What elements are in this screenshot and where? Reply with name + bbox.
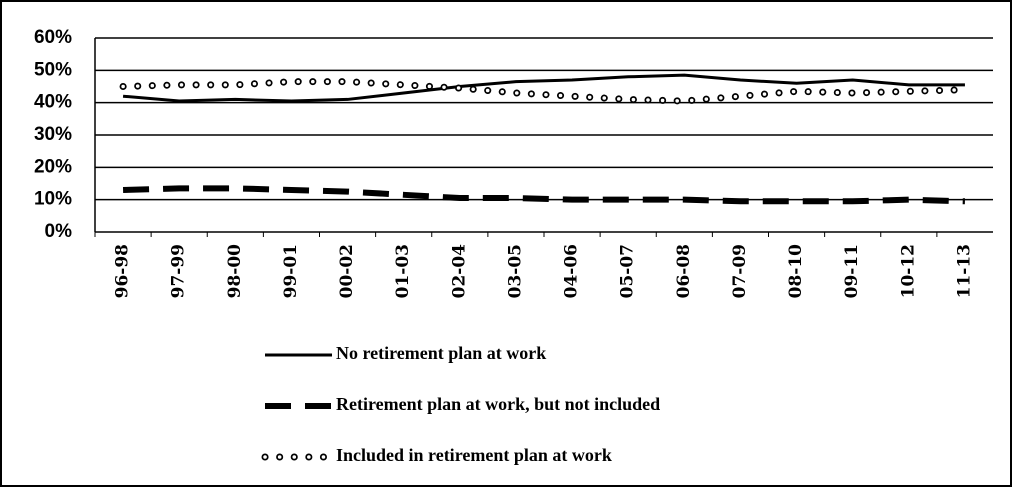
legend-label: Retirement plan at work, but not include…	[336, 394, 660, 414]
x-tick-label: 06-08	[674, 244, 694, 298]
x-tick-label: 01-03	[393, 244, 413, 298]
x-tick-label: 10-12	[898, 244, 918, 298]
line	[122, 185, 966, 205]
x-tick-label: 11-13	[954, 244, 974, 298]
y-tick-label: 60%	[34, 27, 72, 48]
y-tick-label: 20%	[34, 156, 72, 177]
y-tick-label: 0%	[45, 221, 73, 242]
x-tick-label: 04-06	[562, 244, 582, 298]
x-tick-label: 97-99	[169, 244, 189, 298]
line	[119, 78, 969, 105]
x-tick-label: 98-00	[225, 244, 245, 299]
x-tick-label: 08-10	[786, 244, 806, 299]
y-tick-label: 30%	[34, 124, 72, 145]
x-tick-label: 96-98	[113, 244, 133, 298]
line	[122, 73, 965, 103]
y-tick-label: 10%	[34, 189, 72, 210]
x-tick-label: 99-01	[281, 244, 301, 298]
y-tick-label: 50%	[34, 59, 72, 80]
x-tick-label: 05-07	[618, 244, 638, 298]
legend-label: No retirement plan at work	[336, 343, 546, 363]
legend-label: Included in retirement plan at work	[336, 445, 612, 465]
x-tick-label: 03-05	[505, 244, 525, 298]
x-tick-label: 07-09	[730, 244, 750, 298]
x-tick-label: 00-02	[337, 244, 357, 298]
x-tick-label: 02-04	[449, 244, 469, 299]
y-tick-label: 40%	[34, 92, 72, 113]
x-tick-label: 09-11	[842, 244, 862, 298]
